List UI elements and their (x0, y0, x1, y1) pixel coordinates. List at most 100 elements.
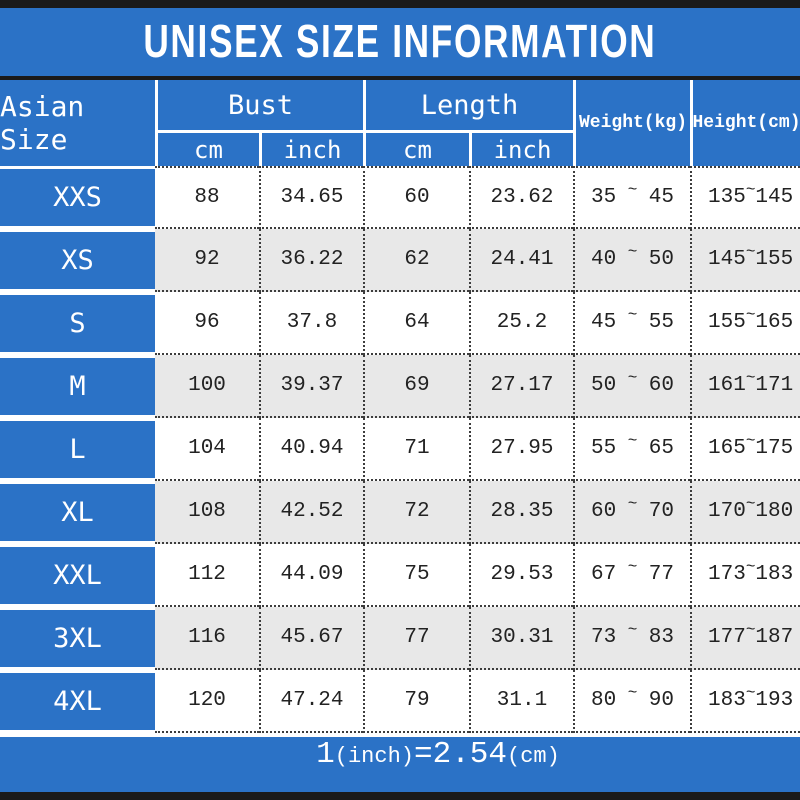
weight-low: 35 (591, 186, 617, 209)
cell-bust-inch: 37.8 (259, 292, 363, 355)
conversion-note-part: 1 (316, 737, 335, 772)
weight-high: 77 (648, 563, 674, 586)
size-label-4xl: 4XL (0, 670, 155, 733)
weight-high: 45 (648, 186, 674, 209)
cell-bust-inch: 45.67 (259, 607, 363, 670)
size-label-l: L (0, 418, 155, 481)
height-low: 170 (708, 500, 746, 523)
cell-length-inch: 24.41 (469, 229, 573, 292)
cell-weight-range: 73 ~83 (573, 607, 690, 670)
tilde: ~ (745, 620, 756, 639)
cell-bust-inch: 47.24 (259, 670, 363, 733)
cell-length-inch: 28.35 (469, 481, 573, 544)
cell-weight-range: 50 ~60 (573, 355, 690, 418)
height-high: 165 (755, 311, 794, 334)
cell-weight-range: 35 ~45 (573, 166, 690, 229)
subheader-bust-inch: inch (259, 130, 363, 166)
cell-height-range: 183 ~193 (690, 670, 800, 733)
cell-bust-cm: 92 (155, 229, 259, 292)
cell-length-cm: 77 (363, 607, 469, 670)
height-high: 183 (755, 563, 794, 586)
tilde: ~ (627, 557, 638, 576)
footer-band: 1 (inch) =2.54 (cm) (0, 737, 800, 792)
tilde: ~ (745, 368, 756, 387)
subheader-length-cm: cm (363, 130, 469, 166)
column-header-height: Height(cm) (690, 80, 800, 166)
size-label-xs: XS (0, 229, 155, 292)
height-high: 171 (755, 374, 794, 397)
cell-length-cm: 62 (363, 229, 469, 292)
cell-bust-inch: 42.52 (259, 481, 363, 544)
height-low: 161 (708, 374, 746, 397)
weight-low: 50 (591, 374, 617, 397)
cell-weight-range: 55 ~65 (573, 418, 690, 481)
height-high: 180 (755, 500, 794, 523)
tilde: ~ (745, 431, 756, 450)
height-low: 135 (708, 186, 746, 209)
height-low: 183 (708, 689, 746, 712)
cell-length-cm: 72 (363, 481, 469, 544)
cell-bust-cm: 100 (155, 355, 259, 418)
conversion-note: 1 (inch) =2.54 (cm) (316, 737, 560, 772)
cell-weight-range: 60 ~70 (573, 481, 690, 544)
conversion-note-part: (cm) (507, 744, 560, 769)
cell-height-range: 177 ~187 (690, 607, 800, 670)
weight-high: 70 (648, 500, 674, 523)
weight-high: 90 (648, 689, 674, 712)
weight-high: 50 (648, 248, 674, 271)
size-label-3xl: 3XL (0, 607, 155, 670)
height-high: 193 (755, 689, 794, 712)
cell-weight-range: 80 ~90 (573, 670, 690, 733)
size-label-m: M (0, 355, 155, 418)
cell-length-inch: 27.95 (469, 418, 573, 481)
cell-height-range: 161 ~171 (690, 355, 800, 418)
size-label-xxl: XXL (0, 544, 155, 607)
tilde: ~ (627, 368, 638, 387)
weight-high: 83 (648, 626, 674, 649)
weight-high: 60 (648, 374, 674, 397)
cell-height-range: 173 ~183 (690, 544, 800, 607)
height-low: 177 (708, 626, 746, 649)
column-header-asian-size: Asian Size (0, 80, 155, 166)
size-table: Asian Size Bust Length Weight(kg) Height… (0, 80, 800, 733)
tilde: ~ (627, 620, 638, 639)
column-header-length: Length (363, 80, 573, 130)
tilde: ~ (745, 242, 756, 261)
footer-gap (0, 733, 800, 737)
cell-length-inch: 23.62 (469, 166, 573, 229)
weight-low: 73 (591, 626, 617, 649)
cell-height-range: 155 ~165 (690, 292, 800, 355)
cell-length-inch: 30.31 (469, 607, 573, 670)
tilde: ~ (627, 180, 638, 199)
cell-bust-inch: 44.09 (259, 544, 363, 607)
cell-bust-cm: 108 (155, 481, 259, 544)
size-label-s: S (0, 292, 155, 355)
cell-bust-cm: 112 (155, 544, 259, 607)
cell-length-inch: 25.2 (469, 292, 573, 355)
cell-length-inch: 27.17 (469, 355, 573, 418)
cell-height-range: 165 ~175 (690, 418, 800, 481)
height-high: 155 (755, 248, 794, 271)
height-low: 155 (708, 311, 746, 334)
cell-length-cm: 79 (363, 670, 469, 733)
cell-length-cm: 69 (363, 355, 469, 418)
cell-bust-cm: 104 (155, 418, 259, 481)
cell-bust-inch: 34.65 (259, 166, 363, 229)
top-bar (0, 0, 800, 8)
height-high: 175 (755, 437, 794, 460)
tilde: ~ (745, 180, 756, 199)
cell-bust-inch: 40.94 (259, 418, 363, 481)
cell-weight-range: 45 ~55 (573, 292, 690, 355)
weight-low: 80 (591, 689, 617, 712)
size-label-xxs: XXS (0, 166, 155, 229)
cell-length-cm: 71 (363, 418, 469, 481)
height-low: 173 (708, 563, 746, 586)
weight-low: 40 (591, 248, 617, 271)
cell-length-cm: 60 (363, 166, 469, 229)
height-low: 165 (708, 437, 746, 460)
cell-bust-cm: 116 (155, 607, 259, 670)
title-band: UNISEX SIZE INFORMATION (0, 8, 800, 76)
height-high: 145 (755, 186, 794, 209)
tilde: ~ (745, 305, 756, 324)
